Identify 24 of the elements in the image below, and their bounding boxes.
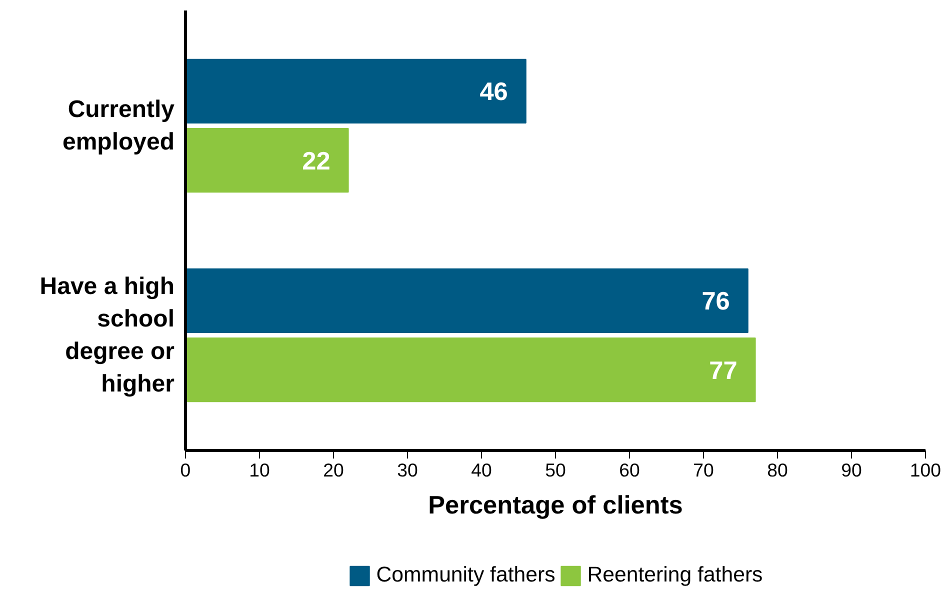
x-tick-label: 80 <box>767 460 788 480</box>
x-tick-label: 30 <box>397 460 418 480</box>
data-label: 77 <box>709 356 738 385</box>
x-tick-label: 20 <box>323 460 344 480</box>
y-tick-label: Currently employed <box>62 96 176 156</box>
x-tick-label: 10 <box>249 460 270 480</box>
x-tick-label: 50 <box>545 460 566 480</box>
data-label: 76 <box>702 288 730 316</box>
x-tick-label: 90 <box>841 460 862 480</box>
x-tick-label: 60 <box>619 460 640 480</box>
bar <box>186 338 756 402</box>
legend-label: Reentering fathers <box>587 562 763 588</box>
legend-label: Community fathers <box>376 562 556 588</box>
y-tick-label: Have a high school degree or higher <box>40 273 175 398</box>
x-tick-label: 100 <box>910 460 942 480</box>
data-label: 46 <box>480 78 508 106</box>
x-tick-label: 70 <box>693 460 714 480</box>
bar <box>186 128 349 193</box>
x-tick-label: 0 <box>180 460 191 480</box>
bar <box>186 268 748 333</box>
x-tick-label: 40 <box>471 460 492 480</box>
data-label: 22 <box>302 147 330 176</box>
bar <box>186 58 526 124</box>
x-axis-title: Percentage of clients <box>428 492 683 520</box>
